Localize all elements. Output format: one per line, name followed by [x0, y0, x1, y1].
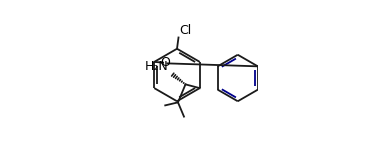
Text: Cl: Cl: [179, 24, 191, 37]
Text: H₂N: H₂N: [145, 60, 169, 73]
Text: O: O: [160, 56, 170, 69]
